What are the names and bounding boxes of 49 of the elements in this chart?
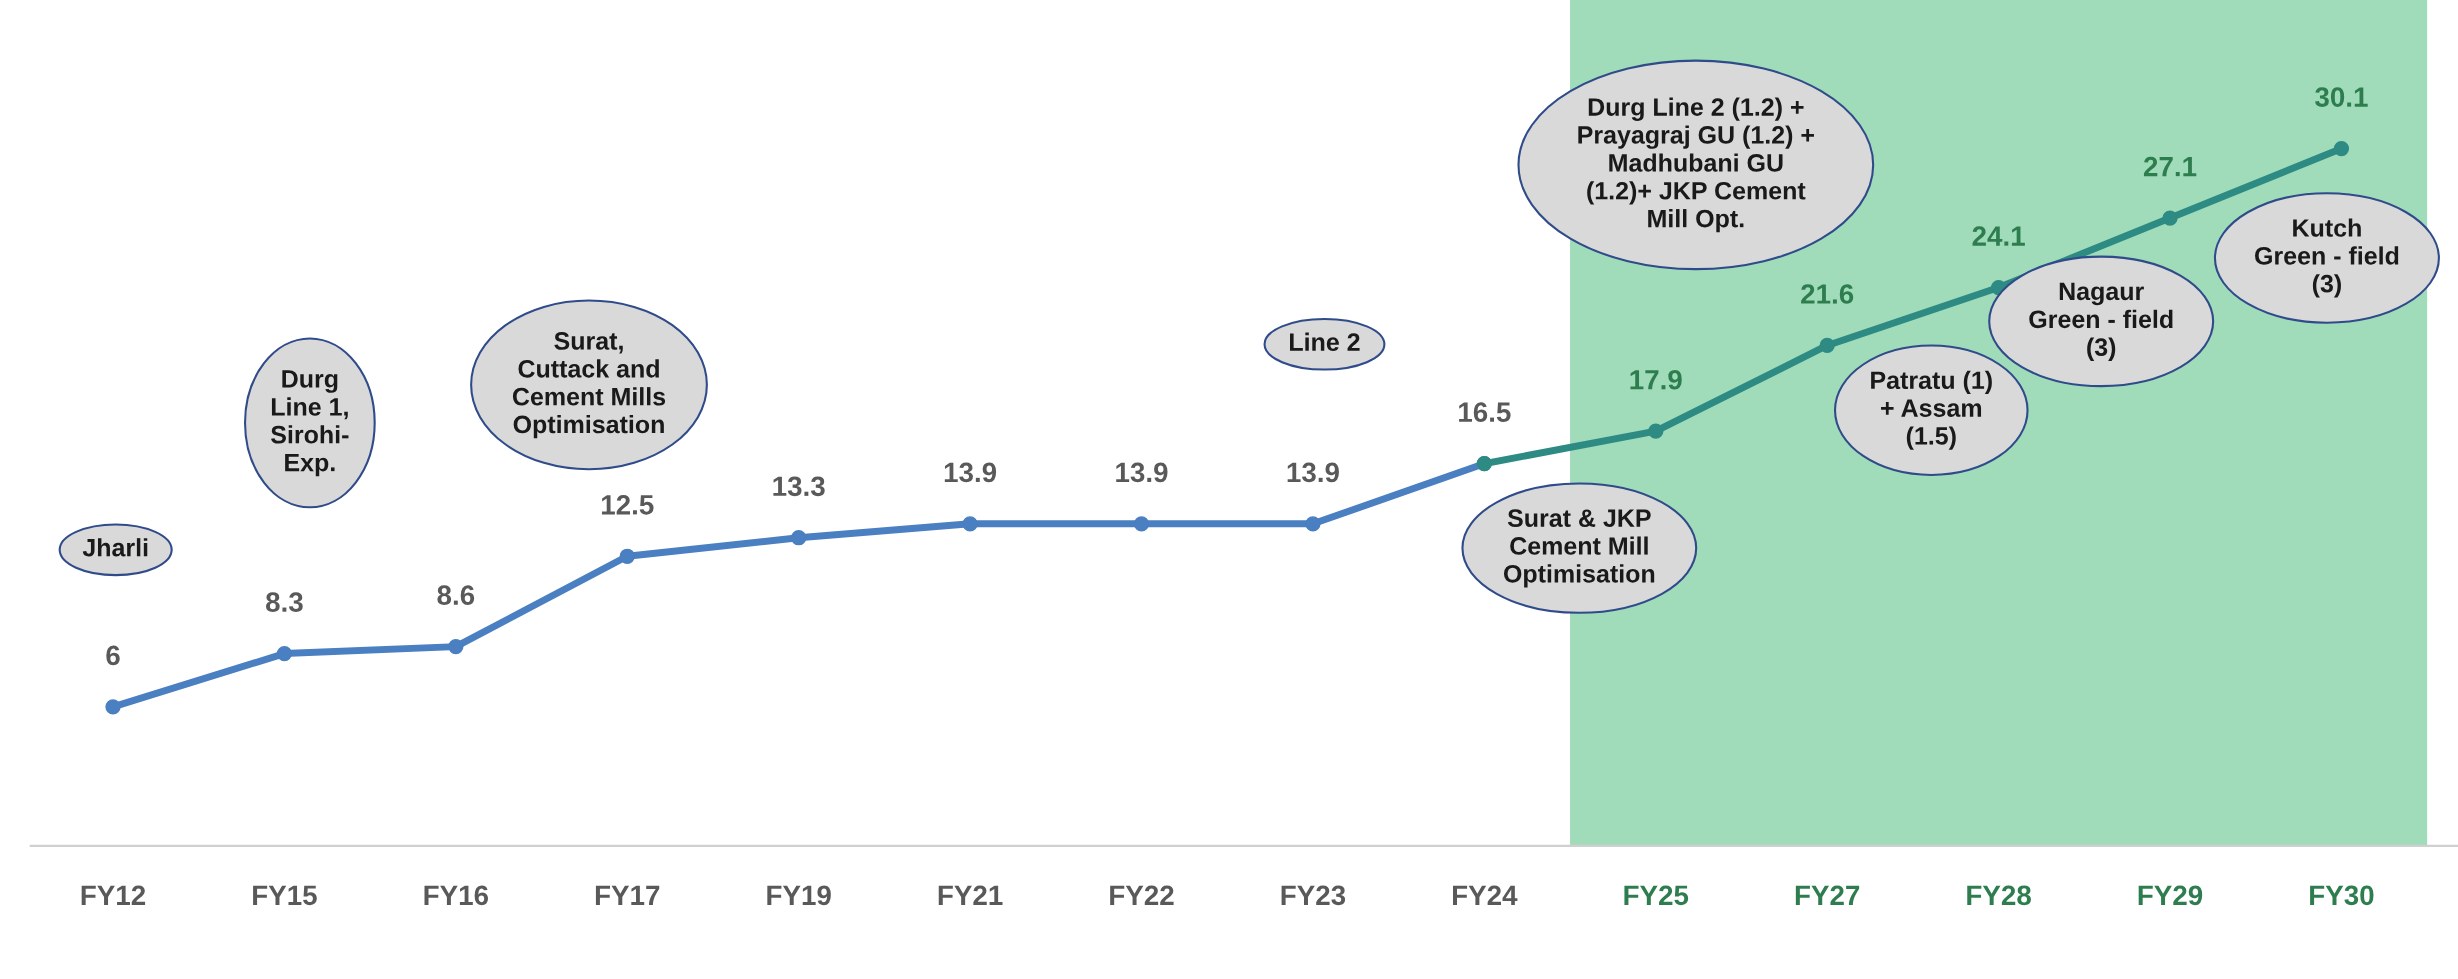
- point: [1133, 516, 1150, 532]
- data-label: 16.5: [1459, 402, 1511, 422]
- x-tick-label: FY28: [1967, 885, 2031, 906]
- x-tick-label: FY16: [424, 885, 489, 906]
- annotation: Line 2: [1290, 332, 1360, 351]
- annotation: Durg Line 2 (1.2) + Prayagraj GU (1.2) + Madhubani GU (1.2)+ JKP Cement Mill Opt.: [1578, 97, 1814, 233]
- x-tick-label: FY15: [253, 885, 317, 906]
- data-label: 13.9: [944, 462, 997, 483]
- x-tick-label: FY27: [1795, 885, 1860, 905]
- x-tick-label: FY30: [2310, 885, 2374, 906]
- point: [619, 548, 635, 564]
- point: [791, 530, 807, 546]
- x-tick-label: FY29: [2138, 885, 2203, 906]
- data-label: 30.1: [2315, 87, 2368, 107]
- annotation: Patratu (1) + Assam (1.5): [1871, 370, 1992, 450]
- point: [1305, 516, 1321, 532]
- point: [2333, 140, 2350, 157]
- annotation: Surat, Cuttack and Cement Mills Optimisation: [512, 332, 666, 439]
- x-tick-label: FY19: [767, 885, 831, 906]
- data-label: 17.9: [1630, 369, 1682, 390]
- point: [105, 699, 121, 715]
- data-label: 8.6: [437, 585, 475, 606]
- data-label: 27.1: [2143, 156, 2197, 177]
- point: [962, 516, 978, 532]
- x-tick-label: FY24: [1453, 885, 1518, 905]
- x-tick-label: FY17: [595, 885, 660, 905]
- data-label: 13.9: [1116, 462, 1168, 483]
- data-label: 24.1: [1972, 226, 2025, 246]
- point: [276, 645, 293, 662]
- data-label: 13.9: [1287, 462, 1339, 483]
- point: [1819, 337, 1835, 354]
- data-label: 13.3: [773, 476, 825, 497]
- x-tick-label: FY21: [938, 885, 1003, 905]
- x-tick-label: FY12: [81, 885, 146, 905]
- annotation: Kutch Green - field (3): [2255, 218, 2399, 298]
- x-tick-label: FY22: [1110, 885, 1174, 905]
- x-tick-label: FY23: [1281, 885, 1346, 906]
- annotation: Durg Line 1, Sirohi- Exp.: [271, 370, 349, 477]
- annotation: Surat & JKP Cement Mill Optimisation: [1503, 509, 1655, 588]
- data-label: 6: [106, 645, 120, 666]
- data-label: 12.5: [601, 495, 654, 515]
- point: [1648, 423, 1664, 439]
- point: [448, 638, 464, 655]
- annotation: Jharli: [82, 538, 148, 557]
- data-label: 8.3: [266, 592, 303, 613]
- x-tick-label: FY25: [1624, 885, 1689, 906]
- annotation: Nagaur Green - field (3): [2029, 282, 2173, 361]
- point: [2162, 210, 2178, 226]
- data-label: 21.6: [1801, 284, 1854, 304]
